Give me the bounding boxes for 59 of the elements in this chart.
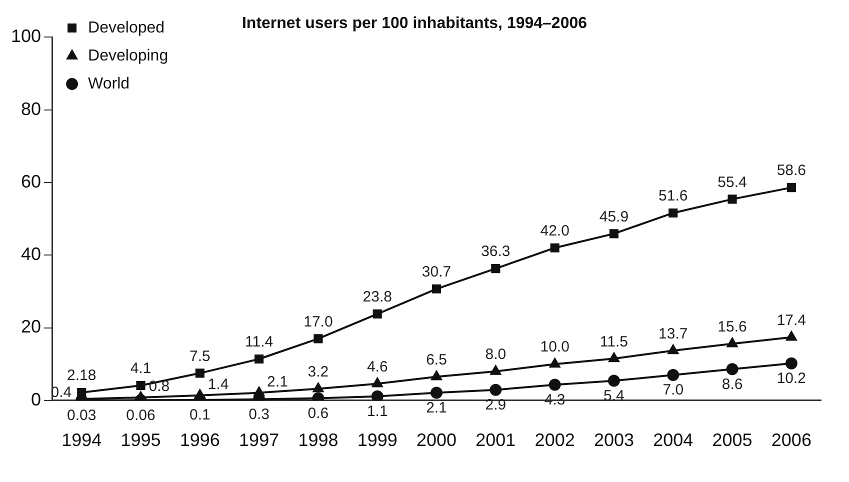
y-tick-label: 20: [21, 316, 42, 337]
data-label: 11.5: [600, 333, 628, 350]
x-tick-label: 1999: [357, 430, 398, 450]
data-label: 17.0: [304, 313, 333, 330]
data-label: 4.6: [366, 358, 388, 376]
data-label: 15.6: [718, 318, 747, 336]
data-label: 2.18: [67, 367, 96, 384]
data-label: 7.5: [189, 348, 210, 365]
data-label: 55.4: [718, 174, 747, 191]
data-label: 58.6: [776, 162, 806, 180]
data-label: 3.2: [308, 363, 329, 380]
y-tick-label: 80: [21, 98, 42, 119]
x-tick-label: 1996: [180, 430, 220, 450]
x-tick-label: 2001: [476, 430, 516, 450]
legend-label: Developed: [88, 19, 165, 36]
y-tick-label: 100: [10, 26, 42, 46]
legend-label: World: [88, 75, 130, 92]
data-label: 10.2: [776, 370, 806, 387]
data-label: 1.4: [208, 376, 229, 393]
y-tick-label: 0: [31, 389, 42, 410]
data-label: 0.3: [248, 406, 270, 423]
data-label: 11.4: [245, 334, 274, 351]
data-label: 4.1: [130, 360, 152, 378]
x-tick-label: 1994: [62, 430, 102, 450]
x-tick-label: 2006: [771, 430, 812, 450]
data-label: 8.6: [722, 376, 743, 393]
x-tick-label: 1998: [298, 430, 338, 450]
data-label: 2.9: [485, 396, 506, 414]
x-tick-label: 1995: [120, 430, 161, 450]
data-label: 0.06: [126, 406, 156, 424]
data-label: 10.0: [540, 338, 570, 356]
data-label: 42.0: [540, 222, 570, 240]
data-label: 0.03: [67, 406, 96, 424]
data-label: 36.3: [481, 243, 510, 260]
data-label: 30.7: [422, 264, 452, 281]
legend-label: Developing: [88, 47, 168, 64]
x-tick-label: 2000: [416, 430, 457, 450]
data-label: 7.0: [662, 382, 684, 399]
data-label: 1.1: [366, 403, 388, 420]
chart-title: Internet users per 100 inhabitants, 1994–2006: [242, 15, 588, 32]
data-label: 0.6: [308, 404, 329, 422]
data-label: 6.5: [426, 351, 447, 368]
data-label: 2.1: [426, 399, 447, 416]
data-label: 0.8: [148, 378, 170, 396]
y-tick-label: 60: [21, 171, 42, 192]
x-tick-label: 2002: [534, 430, 575, 450]
data-label: 8.0: [485, 346, 506, 363]
x-tick-label: 2003: [594, 430, 634, 450]
data-label: 0.1: [189, 406, 210, 424]
y-tick-label: 40: [21, 244, 42, 264]
data-label: 23.8: [362, 288, 392, 306]
data-label: 45.9: [599, 208, 629, 226]
x-tick-label: 1997: [239, 430, 280, 450]
x-tick-label: 2005: [712, 430, 752, 450]
data-label: 51.6: [658, 188, 688, 205]
data-label: 2.1: [267, 373, 288, 390]
data-label: 17.4: [776, 312, 806, 329]
data-label: 13.7: [658, 325, 688, 342]
x-tick-label: 2004: [653, 430, 694, 450]
